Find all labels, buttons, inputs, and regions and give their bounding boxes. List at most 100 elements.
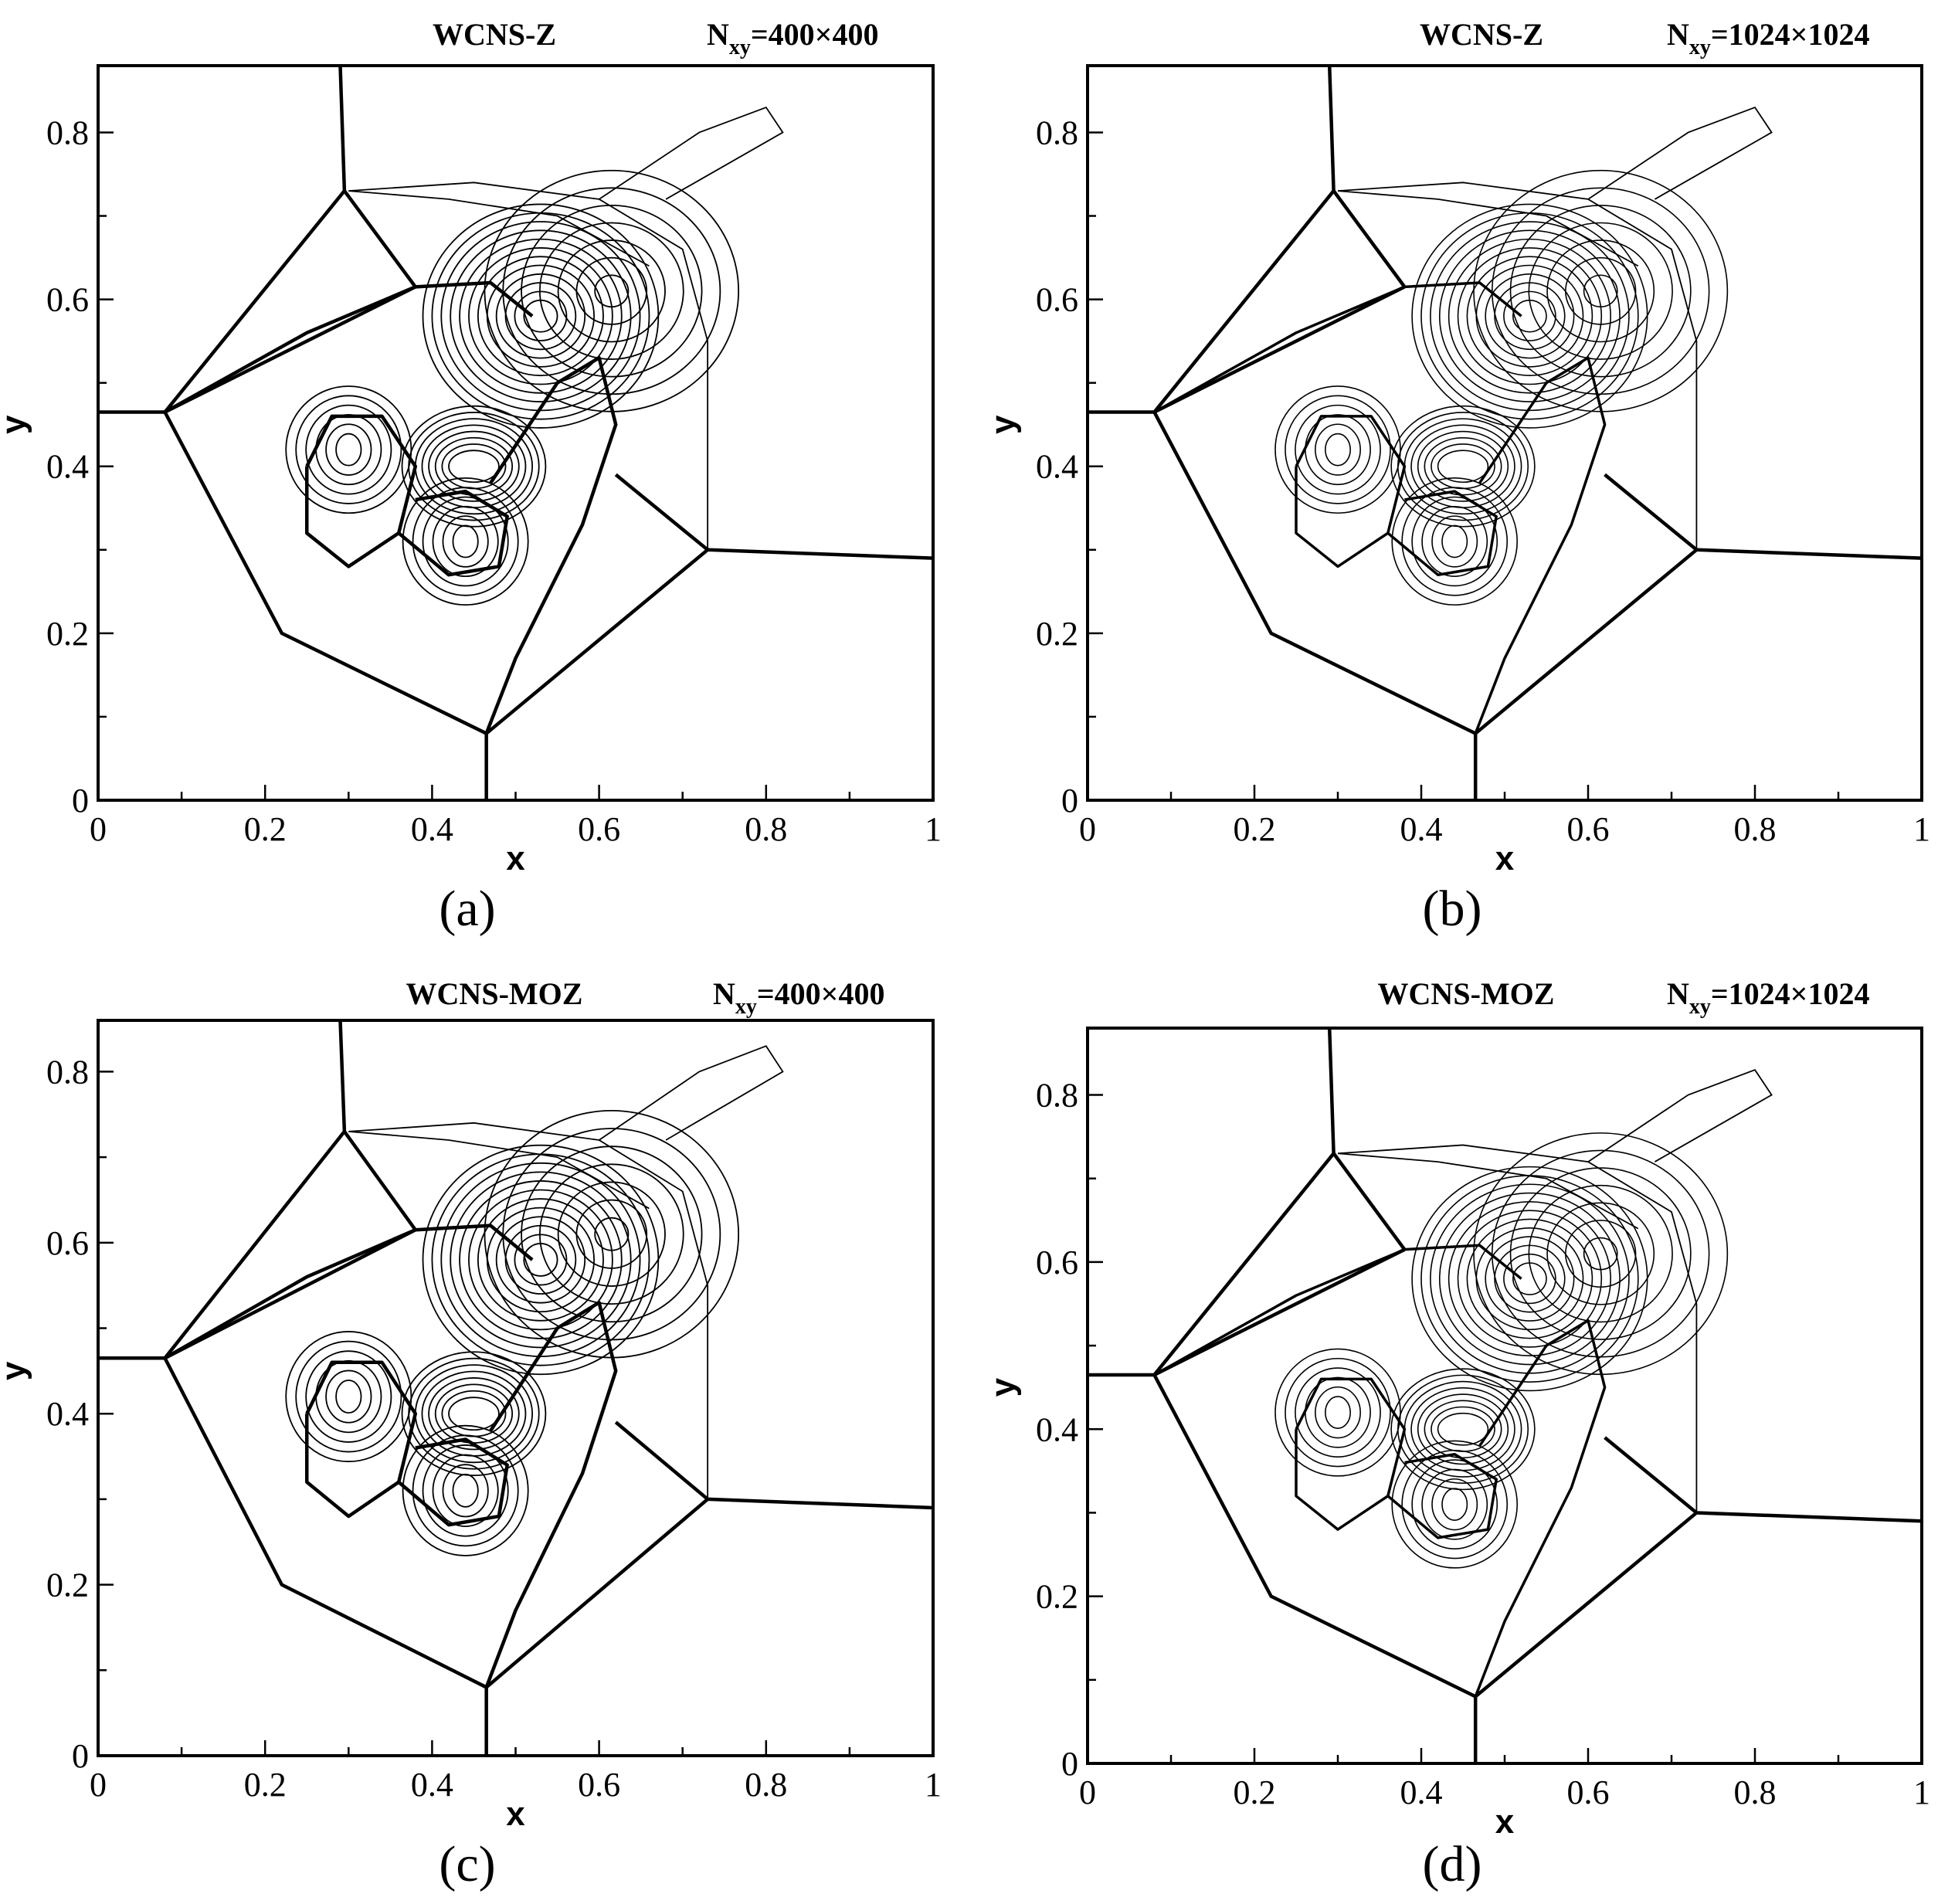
contour-line bbox=[325, 1369, 372, 1424]
contour-line bbox=[452, 524, 479, 558]
shock-line bbox=[1696, 1511, 1923, 1523]
contour-line bbox=[422, 1444, 509, 1537]
contour-line bbox=[442, 1464, 489, 1518]
contour-line bbox=[441, 443, 507, 490]
contour-line bbox=[468, 247, 613, 385]
y-tick-label: 0.6 bbox=[1036, 281, 1078, 319]
x-tick-label: 0.2 bbox=[244, 1766, 287, 1804]
contour-line bbox=[1437, 1412, 1489, 1446]
panel-a: 00.20.40.60.8100.20.40.60.8xyWCNS-ZNxy=4… bbox=[0, 17, 942, 937]
resolution-value: =1024×1024 bbox=[1711, 17, 1870, 52]
x-tick-label: 0.6 bbox=[1567, 810, 1610, 848]
slip-line bbox=[1474, 1319, 1607, 1698]
y-tick-label: 0.4 bbox=[1036, 448, 1078, 486]
y-tick-label: 0.2 bbox=[46, 1566, 89, 1604]
x-tick-label: 0.8 bbox=[745, 810, 787, 848]
resolution-symbol: N bbox=[1667, 976, 1689, 1011]
x-tick-label: 0.8 bbox=[1734, 810, 1777, 848]
shock-line bbox=[1152, 189, 1336, 413]
contour-line bbox=[538, 222, 684, 360]
contour-line bbox=[1325, 433, 1352, 467]
panel-title: WCNS-Z bbox=[1420, 17, 1543, 52]
contour-line bbox=[442, 515, 489, 568]
x-tick-label: 0 bbox=[1079, 810, 1096, 848]
x-tick-label: 1 bbox=[1913, 1773, 1930, 1811]
contour-line bbox=[502, 1128, 721, 1341]
contour-line bbox=[1528, 1184, 1673, 1323]
slip-line bbox=[397, 1437, 509, 1527]
contour-line bbox=[1295, 404, 1381, 495]
contour-line bbox=[1411, 203, 1648, 429]
shock-line bbox=[614, 473, 709, 552]
shock-line bbox=[164, 285, 416, 414]
shock-line bbox=[1604, 473, 1698, 552]
contour-line bbox=[450, 229, 632, 402]
contour-line bbox=[1403, 418, 1522, 515]
contour-line bbox=[295, 395, 402, 504]
shock-line bbox=[164, 1228, 416, 1360]
contour-line bbox=[1491, 187, 1710, 395]
x-axis-label: x bbox=[506, 840, 525, 877]
resolution-value: =1024×1024 bbox=[1711, 976, 1870, 1011]
axis-ticks bbox=[97, 1071, 935, 1757]
contour-line bbox=[1494, 1244, 1566, 1313]
contour-line bbox=[401, 405, 547, 528]
shock-line bbox=[1152, 1373, 1477, 1699]
x-tick-label: 1 bbox=[925, 810, 942, 848]
contour-line bbox=[1448, 1201, 1611, 1357]
axis-ticks bbox=[1086, 131, 1923, 802]
y-axis-label: y bbox=[984, 1377, 1022, 1397]
contour-line bbox=[1315, 1386, 1361, 1439]
y-tick-label: 0.4 bbox=[46, 448, 89, 486]
panel-c: 00.20.40.60.8100.20.40.60.8xyWCNS-MOZNxy… bbox=[0, 976, 942, 1892]
contour-line bbox=[1417, 430, 1509, 502]
contour-line bbox=[1503, 290, 1556, 341]
contour-line bbox=[495, 273, 586, 359]
y-tick-label: 0 bbox=[1061, 782, 1078, 820]
contour-line bbox=[486, 1207, 596, 1313]
x-tick-label: 1 bbox=[925, 1766, 942, 1804]
shock-line bbox=[163, 1130, 346, 1359]
shock-lines bbox=[1088, 65, 1923, 800]
contour-line bbox=[1546, 239, 1655, 343]
x-tick-label: 0.4 bbox=[1400, 1773, 1443, 1811]
contour-line bbox=[1438, 229, 1621, 402]
contour-line bbox=[295, 1340, 402, 1453]
contour-line bbox=[477, 1198, 604, 1322]
shock-line bbox=[614, 1420, 709, 1501]
contour-line bbox=[1337, 190, 1639, 267]
resolution-subscript: xy bbox=[729, 36, 751, 59]
contour-line bbox=[1391, 1440, 1518, 1569]
contour-line bbox=[1337, 1144, 1698, 1513]
contour-line bbox=[1475, 264, 1584, 368]
contour-line bbox=[348, 1131, 650, 1210]
contour-line bbox=[1466, 1218, 1594, 1339]
shock-line bbox=[1604, 1436, 1698, 1515]
contour-line bbox=[440, 1162, 641, 1357]
contour-line bbox=[1390, 1368, 1536, 1491]
contour-line bbox=[414, 418, 534, 515]
y-tick-label: 0.8 bbox=[1036, 114, 1078, 151]
shock-line bbox=[1153, 285, 1406, 414]
shock-line bbox=[1696, 548, 1923, 560]
contour-line bbox=[599, 106, 784, 200]
shock-lines bbox=[98, 1020, 934, 1756]
contour-line bbox=[514, 290, 568, 341]
axis-ticks bbox=[97, 131, 935, 802]
contour-line bbox=[402, 1424, 529, 1556]
contour-line bbox=[348, 1122, 709, 1499]
contour-line bbox=[1503, 1253, 1556, 1305]
resolution-symbol: N bbox=[713, 976, 735, 1011]
y-axis-label: y bbox=[0, 415, 32, 434]
contour-line bbox=[1441, 524, 1468, 558]
contour-line bbox=[557, 1181, 666, 1287]
shock-line bbox=[343, 1130, 417, 1231]
resolution-symbol: N bbox=[707, 17, 729, 52]
contour-line bbox=[305, 404, 392, 495]
slip-line bbox=[1386, 1452, 1498, 1539]
contour-line bbox=[1295, 1367, 1381, 1458]
panel-label: (d) bbox=[1423, 1836, 1482, 1892]
slip-line bbox=[1295, 415, 1407, 568]
